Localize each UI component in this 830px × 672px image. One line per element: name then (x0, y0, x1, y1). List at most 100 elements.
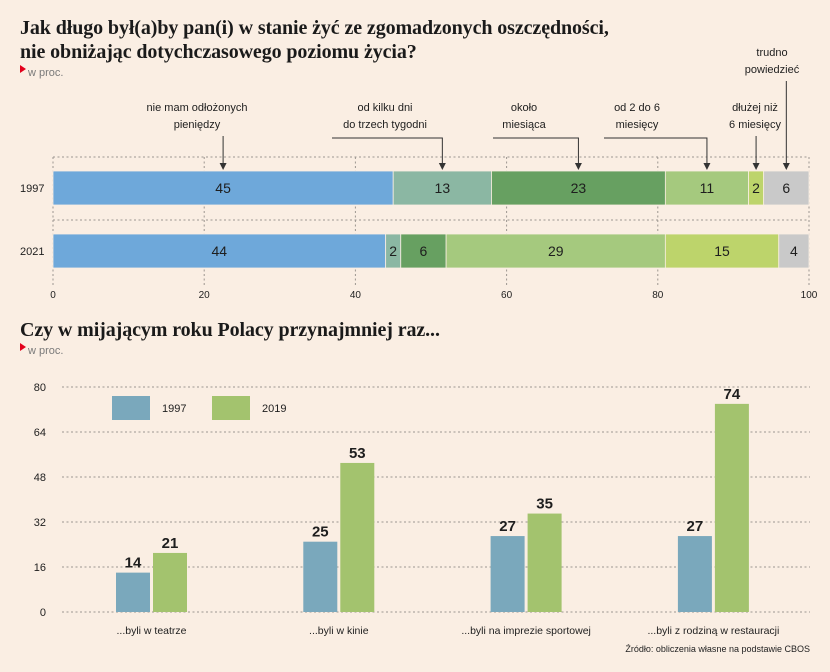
stacked-bar-row: 44 2 6 29 15 4 (52, 233, 810, 269)
chart2-unit-note: w proc. (20, 343, 64, 358)
category-label: ...byli w kinie (309, 625, 369, 637)
category-annotation: nie mam odłożonych pieniędzy (147, 102, 248, 170)
category-label: miesiąca (502, 119, 546, 131)
bar (490, 536, 525, 612)
y-tick-label: 16 (34, 562, 46, 574)
category-label: 6 miesięcy (729, 119, 781, 131)
source-note: Źródło: obliczenia własne na podstawie C… (625, 644, 810, 654)
arrow-down-icon (438, 163, 446, 170)
bar-value-label: 14 (125, 555, 142, 572)
y-tick-label: 32 (34, 517, 46, 529)
legend-item: 2019 (212, 396, 286, 420)
bar-value-label: 23 (571, 180, 587, 196)
red-triangle-icon (20, 343, 26, 351)
category-annotation: trudno powiedzieć (745, 47, 800, 170)
category-annotation: około miesiąca (493, 102, 582, 170)
y-tick-label: 64 (34, 427, 46, 439)
category-label: powiedzieć (745, 64, 800, 76)
bar-value-label: 21 (162, 535, 179, 552)
category-label: do trzech tygodni (343, 119, 427, 131)
category-label: ...byli w teatrze (116, 625, 186, 637)
category-label: około (511, 102, 537, 114)
x-tick-label: 40 (350, 290, 362, 301)
category-annotation: dłużej niż 6 miesięcy (729, 102, 781, 170)
arrow-down-icon (219, 163, 227, 170)
legend-swatch (212, 396, 250, 420)
y-tick-label: 80 (34, 382, 46, 394)
chart1-title-line: Jak długo był(a)by pan(i) w stanie żyć z… (20, 17, 609, 39)
category-label: trudno (756, 47, 787, 59)
bar-segment (400, 233, 447, 269)
bar-segment (763, 170, 810, 206)
chart2-unit-text: w proc. (28, 345, 64, 357)
category-label: od 2 do 6 (614, 102, 660, 114)
bar-value-label: 2 (752, 180, 760, 196)
x-tick-label: 60 (501, 290, 513, 301)
category-label: pieniędzy (174, 119, 221, 131)
legend-swatch (112, 396, 150, 420)
x-tick-label: 20 (199, 290, 211, 301)
bar-value-label: 53 (349, 445, 366, 462)
bar (340, 462, 375, 612)
arrow-down-icon (782, 163, 790, 170)
y-tick-label: 0 (40, 607, 46, 619)
bar-value-label: 6 (782, 180, 790, 196)
stacked-bar-row: 45 13 23 11 2 6 (52, 170, 810, 206)
bar-segment (778, 233, 810, 269)
category-label: ...byli na imprezie sportowej (461, 625, 591, 637)
activities-bar-chart: 0 16 32 48 64 80 1997 2019 14 21 ...byli w teatrze… (34, 382, 810, 637)
bar-segment (392, 170, 492, 206)
bar-group: 14 21 ...byli w teatrze (116, 535, 187, 637)
legend-item: 1997 (112, 396, 186, 420)
annotation-leader-line (604, 137, 708, 165)
red-triangle-icon (20, 65, 26, 73)
category-annotation: od 2 do 6 miesięcy (604, 102, 711, 170)
y-tick-label: 48 (34, 472, 46, 484)
bar-value-label: 29 (548, 243, 564, 259)
arrow-down-icon (752, 163, 760, 170)
bar-value-label: 27 (499, 518, 516, 535)
annotation-leader-line (493, 137, 579, 165)
bar-value-label: 13 (435, 180, 451, 196)
chart2-title-line: Czy w mijającym roku Polacy przynajmniej… (20, 319, 440, 341)
x-tick-label: 0 (50, 290, 56, 301)
bar-value-label: 27 (687, 518, 704, 535)
bar (116, 572, 150, 612)
bar-group: 27 35 ...byli na imprezie sportowej (461, 496, 591, 637)
chart2-title: Czy w mijającym roku Polacy przynajmniej… (20, 318, 440, 342)
bar-value-label: 2 (389, 243, 397, 259)
legend-label: 2019 (262, 403, 286, 415)
bar-group: 25 53 ...byli w kinie (303, 445, 375, 637)
arrow-down-icon (574, 163, 582, 170)
bar-value-label: 74 (724, 386, 741, 403)
category-label: nie mam odłożonych (147, 102, 248, 114)
category-label: ...byli z rodziną w restauracji (647, 625, 779, 637)
bar-value-label: 15 (714, 243, 730, 259)
category-label: dłużej niż (732, 102, 778, 114)
category-label: od kilku dni (357, 102, 412, 114)
chart1-unit-note: w proc. (20, 65, 64, 80)
bar-value-label: 35 (536, 496, 553, 513)
category-annotation: od kilku dni do trzech tygodni (332, 102, 446, 170)
annotation-leader-line (332, 137, 443, 165)
bar (677, 536, 712, 612)
category-label: miesięcy (616, 119, 659, 131)
bar (714, 403, 749, 612)
bar-value-label: 4 (790, 243, 798, 259)
bar (153, 552, 187, 612)
bar-value-label: 44 (212, 243, 228, 259)
savings-duration-chart: 0 20 40 60 80 100 1997 45 13 23 11 2 6 2021 44 2 6 29 15 4 n… (20, 47, 818, 301)
bar-value-label: 11 (700, 180, 715, 196)
bar-segment (445, 233, 666, 269)
x-tick-label: 100 (801, 290, 818, 301)
bar-segment (664, 170, 749, 206)
bar (527, 513, 562, 612)
bar-value-label: 45 (215, 180, 231, 196)
chart1-unit-text: w proc. (28, 67, 64, 79)
chart1-title: Jak długo był(a)by pan(i) w stanie żyć z… (20, 16, 609, 64)
x-tick-label: 80 (652, 290, 664, 301)
arrow-down-icon (703, 163, 711, 170)
chart1-title-line: nie obniżając dotychczasowego poziomu ży… (20, 41, 417, 63)
bar-value-label: 6 (420, 243, 428, 259)
